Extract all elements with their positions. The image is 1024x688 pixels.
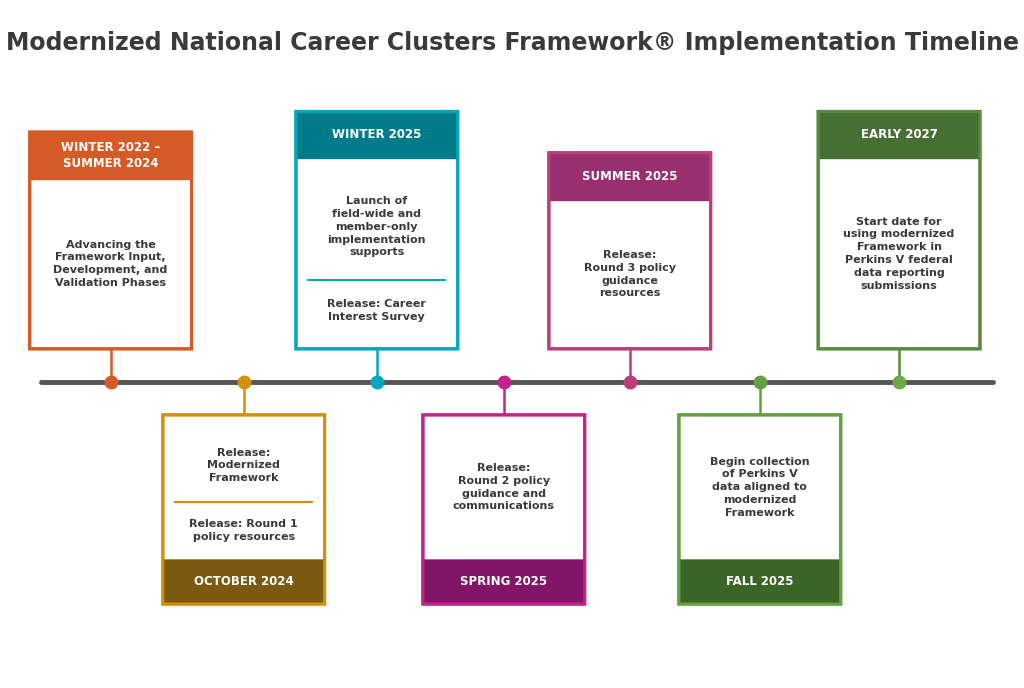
Bar [297, 137, 457, 158]
Text: Advancing the
Framework Input,
Development, and
Validation Phases: Advancing the Framework Input, Developme… [53, 239, 168, 288]
FancyBboxPatch shape [30, 132, 191, 349]
Text: FALL 2025: FALL 2025 [726, 575, 794, 588]
Bar [424, 561, 584, 579]
Text: Start date for
using modernized
Framework in
Perkins V federal
data reporting
su: Start date for using modernized Framewor… [844, 217, 954, 290]
FancyBboxPatch shape [818, 111, 980, 349]
FancyBboxPatch shape [30, 132, 191, 179]
Text: Launch of
field-wide and
member-only
implementation
supports: Launch of field-wide and member-only imp… [328, 196, 426, 257]
FancyBboxPatch shape [549, 153, 711, 349]
Text: Release: Round 1
policy resources: Release: Round 1 policy resources [189, 519, 298, 542]
FancyBboxPatch shape [679, 559, 841, 604]
Bar [819, 137, 979, 158]
Text: OCTOBER 2024: OCTOBER 2024 [194, 575, 294, 588]
Text: Modernized National Career Clusters Framework® Implementation Timeline: Modernized National Career Clusters Fram… [5, 31, 1019, 55]
Text: EARLY 2027: EARLY 2027 [860, 129, 938, 141]
FancyBboxPatch shape [296, 111, 458, 158]
FancyBboxPatch shape [679, 415, 841, 604]
Bar [164, 561, 324, 579]
FancyBboxPatch shape [549, 153, 711, 200]
Text: WINTER 2022 –
SUMMER 2024: WINTER 2022 – SUMMER 2024 [61, 141, 160, 170]
FancyBboxPatch shape [818, 111, 980, 158]
Text: Release: Career
Interest Survey: Release: Career Interest Survey [328, 299, 426, 322]
Bar [550, 178, 710, 200]
Text: Begin collection
of Perkins V
data aligned to
modernized
Framework: Begin collection of Perkins V data align… [710, 457, 810, 517]
Text: WINTER 2025: WINTER 2025 [332, 129, 422, 141]
FancyBboxPatch shape [423, 559, 585, 604]
Text: Release:
Round 3 policy
guidance
resources: Release: Round 3 policy guidance resourc… [584, 250, 676, 299]
Text: Release:
Modernized
Framework: Release: Modernized Framework [207, 448, 281, 483]
FancyBboxPatch shape [163, 559, 325, 604]
Text: SPRING 2025: SPRING 2025 [460, 575, 548, 588]
FancyBboxPatch shape [163, 415, 325, 604]
Text: Release:
Round 2 policy
guidance and
communications: Release: Round 2 policy guidance and com… [453, 463, 555, 511]
Text: SUMMER 2025: SUMMER 2025 [582, 170, 678, 182]
FancyBboxPatch shape [296, 111, 458, 349]
Bar [680, 561, 840, 579]
FancyBboxPatch shape [423, 415, 585, 604]
Bar [31, 158, 190, 179]
